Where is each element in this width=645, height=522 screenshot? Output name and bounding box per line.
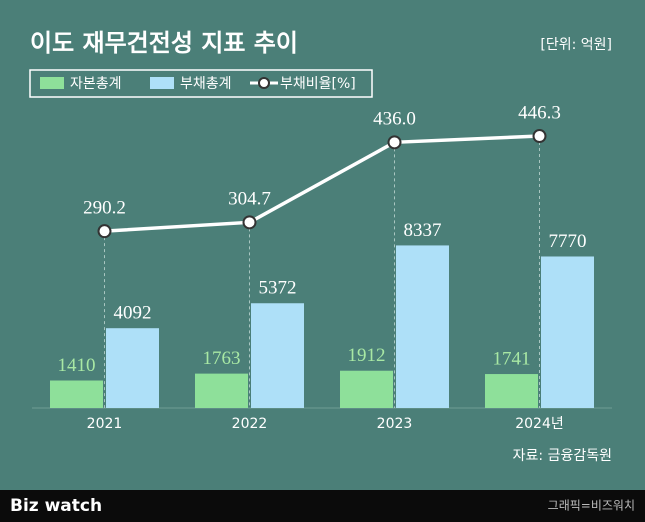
data-label: 4092 (114, 303, 152, 324)
x-tick-label: 2021 (87, 416, 123, 432)
legend-swatch (150, 77, 174, 89)
data-label: 1410 (58, 355, 96, 376)
data-label: 446.3 (518, 102, 561, 123)
x-tick-label: 2024년 (515, 416, 564, 432)
x-tick-label: 2022 (232, 416, 268, 432)
bar (340, 370, 393, 408)
legend-label: 자본총계 (70, 76, 122, 92)
legend-marker (258, 77, 270, 89)
source: 자료: 금융감독원 (513, 448, 612, 464)
legend-swatch (40, 77, 64, 89)
data-label: 1763 (203, 348, 241, 369)
bar (50, 380, 103, 408)
data-label: 436.0 (373, 109, 416, 130)
data-label: 1912 (348, 345, 386, 366)
line-marker (387, 135, 402, 150)
bar (396, 245, 449, 408)
data-label: 304.7 (228, 189, 271, 210)
data-label: 8337 (404, 220, 442, 241)
credit: 그래픽=비즈워치 (548, 499, 635, 513)
bar (541, 256, 594, 408)
legend-label: 부채총계 (180, 76, 232, 92)
bar (106, 328, 159, 408)
data-label: 290.2 (83, 198, 126, 219)
line (104, 134, 540, 233)
legend-box (29, 69, 373, 98)
data-label: 5372 (259, 278, 297, 299)
data-label: 7770 (549, 231, 587, 252)
bar (195, 373, 248, 408)
bar (251, 303, 304, 408)
legend-label: 부채비율[%] (280, 76, 356, 92)
data-label: 1741 (493, 348, 531, 369)
chart-title: 이도 재무건전성 지표 추이 (30, 29, 298, 57)
line-marker (97, 224, 112, 239)
bar (485, 374, 538, 408)
unit-label: [단위: 억원] (540, 37, 612, 53)
logo: Biz watch (10, 496, 102, 516)
x-tick-label: 2023 (377, 416, 413, 432)
line-marker (242, 215, 257, 230)
line-marker (532, 129, 547, 144)
footer-bar (0, 490, 645, 522)
